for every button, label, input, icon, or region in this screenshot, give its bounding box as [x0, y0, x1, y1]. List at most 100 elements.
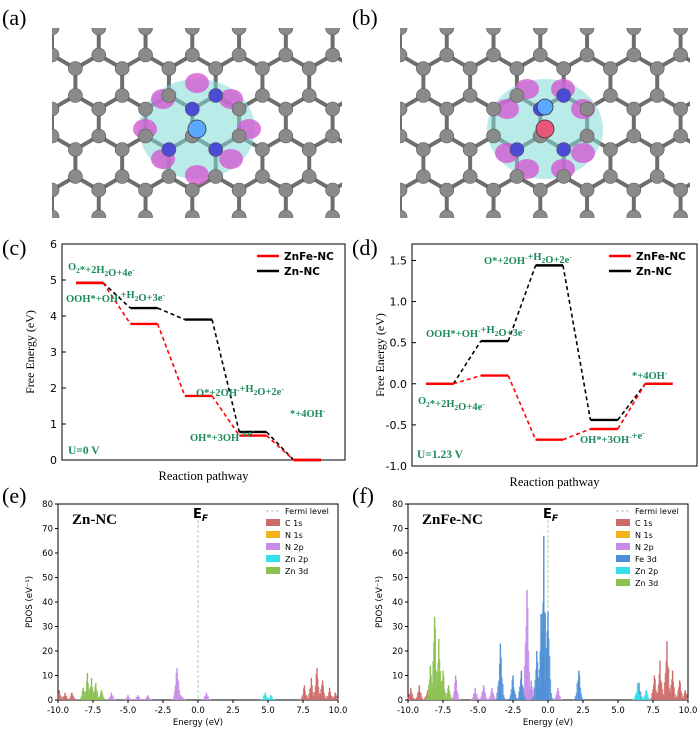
bond [447, 258, 470, 272]
bond [496, 15, 519, 29]
carbon-atom [396, 62, 410, 76]
bond [426, 217, 449, 231]
carbon-atom [466, 453, 480, 467]
carbon-atom [532, 209, 548, 218]
x-axis-label: Energy (eV) [173, 718, 223, 728]
carbon-atom [487, 372, 501, 386]
carbon-atom [255, 224, 269, 238]
charge-accumulation-lobe [185, 165, 209, 185]
carbon-atom [486, 209, 501, 218]
carbon-atom [630, 170, 644, 184]
carbon-atom [138, 101, 153, 117]
bond [169, 258, 192, 272]
legend-label: Zn 2p [635, 567, 658, 576]
bond [447, 298, 470, 312]
carbon-atom [509, 169, 525, 184]
bond [540, 379, 563, 393]
carbon-atom [557, 413, 571, 427]
bond [426, 339, 449, 353]
carbon-atom [440, 345, 454, 359]
carbon-atom [162, 251, 176, 265]
bond [145, 28, 150, 30]
carbon-atom [674, 453, 688, 467]
carbon-atom [400, 28, 408, 36]
carbon-atom [416, 251, 430, 265]
carbon-atom [372, 291, 386, 305]
bond [590, 420, 613, 434]
potential-label: U=0 V [68, 445, 100, 457]
carbon-atom [487, 345, 501, 359]
bond [5, 136, 28, 150]
bond [353, 217, 376, 231]
bond [590, 298, 613, 312]
pdos-title: Zn-NC [72, 512, 117, 528]
bond [543, 460, 566, 474]
carbon-atom [325, 101, 340, 117]
bond [581, 215, 588, 218]
carbon-atom [349, 89, 363, 103]
bond [426, 460, 449, 474]
y-tick-label: 40 [42, 598, 53, 608]
pdos-series-fe-3d [494, 535, 645, 700]
carbon-atom [630, 89, 644, 103]
bond [587, 298, 610, 312]
x-tick-label: 0.0 [541, 706, 555, 716]
legend-label: ZnFe-NC [284, 251, 334, 263]
structure-zn-nc [0, 8, 690, 481]
carbon-atom [68, 413, 82, 427]
bond [333, 298, 356, 312]
carbon-atom [536, 8, 550, 22]
bond [450, 339, 473, 353]
bond [377, 15, 400, 29]
bond [637, 15, 660, 29]
energy-connector-zn-nc [452, 340, 482, 385]
bond [353, 460, 376, 474]
bond [353, 177, 376, 191]
bond [520, 15, 543, 29]
carbon-atom [579, 47, 595, 63]
free-energy-chart-u123: -1.0 -0.5 0.0 0.5 1.0 1.5 Free Energy (eV) Reac… [373, 243, 698, 489]
carbon-atom [630, 467, 644, 481]
carbon-atom [603, 88, 618, 103]
bond [496, 217, 519, 231]
legend-label: Zn-NC [284, 266, 320, 278]
legend-label: ZnFe-NC [636, 251, 686, 263]
carbon-atom [419, 21, 433, 35]
x-axis-label: Reaction pathway [159, 469, 250, 483]
bond [426, 15, 449, 29]
bond [5, 96, 28, 110]
carbon-atom [372, 183, 386, 197]
bond [633, 28, 638, 30]
carbon-atom [559, 345, 573, 359]
step-label: O2*+2H2O+4e- [68, 262, 135, 279]
bond [400, 215, 406, 218]
y-tick-label: 2 [50, 382, 57, 395]
bond [540, 339, 563, 353]
carbon-atom [510, 224, 524, 238]
carbon-atom [533, 372, 547, 386]
y-tick-label: 20 [392, 647, 403, 657]
bond [543, 298, 566, 312]
carbon-atom [0, 372, 12, 386]
carbon-atom [532, 47, 548, 63]
y-tick-label: 50 [42, 574, 53, 584]
bond [470, 420, 493, 434]
legend-swatch [616, 555, 630, 562]
carbon-atom [255, 467, 269, 481]
bond [139, 215, 147, 218]
x-tick-label: 0.0 [191, 706, 205, 716]
carbon-atom [231, 47, 247, 63]
carbon-atom [676, 467, 690, 481]
carbon-atom [326, 291, 340, 305]
carbon-atom [416, 413, 430, 427]
carbon-atom [138, 28, 153, 36]
bond [587, 28, 592, 30]
panel-label-a: (a) [2, 5, 26, 30]
carbon-atom [443, 62, 457, 76]
carbon-atom [603, 169, 618, 184]
carbon-atom [302, 332, 316, 346]
carbon-atom [138, 47, 153, 63]
legend-label: Fermi level [635, 507, 679, 516]
carbon-atom [208, 169, 223, 184]
carbon-atom [439, 209, 455, 218]
